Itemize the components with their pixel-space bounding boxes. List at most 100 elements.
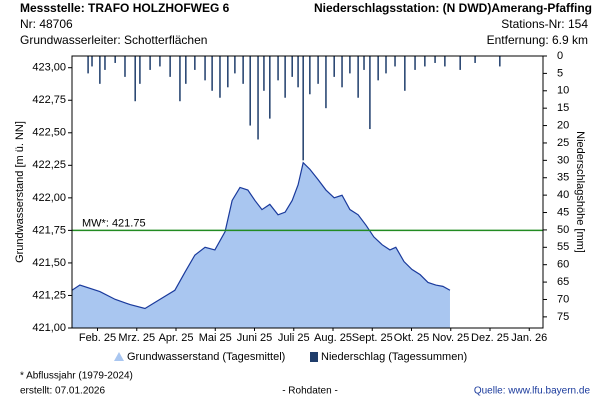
precipitation-bar xyxy=(424,56,426,67)
y2-tick-label: 10 xyxy=(557,85,569,97)
y2-tick-label: 40 xyxy=(557,189,569,201)
legend-marker xyxy=(114,352,124,361)
x-tick-label: Feb. 25 xyxy=(79,332,116,344)
precipitation-bar xyxy=(414,56,416,70)
precipitation-bar xyxy=(263,56,265,91)
y2-tick-label: 20 xyxy=(557,119,569,131)
rain-station-number: Stations-Nr: 154 xyxy=(501,17,588,31)
precipitation-bar xyxy=(185,56,187,84)
precipitation-bar xyxy=(434,56,436,63)
y2-tick-label: 0 xyxy=(557,50,563,62)
y2-tick-label: 55 xyxy=(557,241,569,253)
precipitation-bar xyxy=(249,56,251,126)
precipitation-bar xyxy=(124,56,126,77)
precipitation-bar xyxy=(139,56,141,84)
precipitation-bar xyxy=(341,56,343,88)
mean-label: MW*: 421.75 xyxy=(82,217,146,229)
y2-tick-label: 30 xyxy=(557,154,569,166)
y2-tick-label: 15 xyxy=(557,102,569,114)
precipitation-bar xyxy=(269,56,271,119)
groundwater-line xyxy=(71,161,451,310)
precipitation-bar xyxy=(377,56,379,81)
y-tick-label: 421,50 xyxy=(32,257,66,269)
precipitation-bar xyxy=(149,56,151,70)
source-link[interactable]: Quelle: www.lfu.bayern.de xyxy=(474,386,591,397)
x-tick-label: Jan. 26 xyxy=(511,332,547,344)
precipitation-bar xyxy=(234,56,236,74)
rain-station: Niederschlagsstation: (N DWD)Amerang-Pfa… xyxy=(314,1,592,15)
precipitation-bar xyxy=(297,56,299,88)
y2-axis-label: Niederschlagshöhe [mm] xyxy=(574,131,586,253)
precipitation-bar xyxy=(394,56,396,67)
y2-tick-label: 5 xyxy=(557,67,563,79)
precipitation-bar xyxy=(91,56,93,67)
y-tick-label: 421,75 xyxy=(32,224,66,236)
x-tick-label: Juni 25 xyxy=(237,332,272,344)
plot-frame xyxy=(71,55,544,329)
legend-label: Niederschlag (Tagessummen) xyxy=(321,351,467,363)
y-tick-label: 422,75 xyxy=(32,94,66,106)
y-axis-label: Grundwasserstand [m ü. NN] xyxy=(14,121,26,263)
precipitation-bar xyxy=(302,56,304,161)
precipitation-bar xyxy=(227,56,229,88)
y2-tick-label: 75 xyxy=(557,311,569,323)
precipitation-bar xyxy=(87,56,89,74)
precipitation-bar xyxy=(499,56,501,67)
x-tick-label: Sept. 25 xyxy=(352,332,393,344)
precipitation-bar xyxy=(204,56,206,81)
precipitation-bar xyxy=(363,56,365,70)
precipitation-bar xyxy=(309,56,311,95)
x-tick-label: Apr. 25 xyxy=(159,332,194,344)
precipitation-bar xyxy=(134,56,136,102)
x-tick-label: Okt. 25 xyxy=(394,332,429,344)
raw-data: - Rohdaten - xyxy=(282,386,338,397)
x-tick-label: Juli 25 xyxy=(278,332,310,344)
station-number: Nr: 48706 xyxy=(20,17,73,31)
y2-tick-label: 65 xyxy=(557,276,569,288)
precipitation-bar xyxy=(277,56,279,81)
x-tick-label: Mrz. 25 xyxy=(118,332,155,344)
footnote: * Abflussjahr (1979-2024) xyxy=(20,371,133,382)
y-tick-label: 421,00 xyxy=(32,322,66,334)
y-tick-label: 422,00 xyxy=(32,192,66,204)
y-tick-label: 423,00 xyxy=(32,62,66,74)
precipitation-bar xyxy=(459,56,461,70)
distance: Entfernung: 6.9 km xyxy=(487,33,588,47)
station: Messstelle: TRAFO HOLZHOFWEG 6 xyxy=(20,1,230,15)
precipitation-bar xyxy=(257,56,259,140)
legend-label: Grundwasserstand (Tagesmittel) xyxy=(127,351,285,363)
precipitation-bar xyxy=(404,56,406,91)
precipitation-bar xyxy=(325,56,327,109)
precipitation-bar xyxy=(284,56,286,98)
precipitation-bar xyxy=(291,56,293,77)
x-tick-label: Nov. 25 xyxy=(432,332,469,344)
precipitation-bar xyxy=(211,56,213,91)
precipitation-bar xyxy=(104,56,106,70)
precipitation-bar xyxy=(349,56,351,74)
y2-tick-label: 70 xyxy=(557,293,569,305)
precipitation-bar xyxy=(369,56,371,130)
precipitation-bar xyxy=(242,56,244,84)
y2-tick-label: 45 xyxy=(557,206,569,218)
precipitation-bar xyxy=(114,56,116,63)
precipitation-bar xyxy=(385,56,387,74)
legend-marker xyxy=(310,352,318,362)
groundwater-area xyxy=(72,162,450,328)
precipitation-bar xyxy=(169,56,171,77)
precipitation-bar xyxy=(159,56,161,67)
x-tick-label: Dez. 25 xyxy=(471,332,509,344)
x-tick-label: Aug. 25 xyxy=(314,332,352,344)
precipitation-bar xyxy=(179,56,181,102)
y2-tick-label: 25 xyxy=(557,137,569,149)
precipitation-bar xyxy=(194,56,196,70)
legend: Grundwasserstand (Tagesmittel) Niederschl… xyxy=(114,351,467,363)
aquifer: Grundwasserleiter: Schotterflächen xyxy=(20,33,207,47)
precipitation-bar xyxy=(99,56,101,84)
y2-tick-label: 60 xyxy=(557,259,569,271)
y-tick-label: 422,25 xyxy=(32,159,66,171)
x-tick-label: Mai 25 xyxy=(199,332,232,344)
created: erstellt: 07.01.2026 xyxy=(20,386,105,397)
y2-tick-label: 50 xyxy=(557,224,569,236)
